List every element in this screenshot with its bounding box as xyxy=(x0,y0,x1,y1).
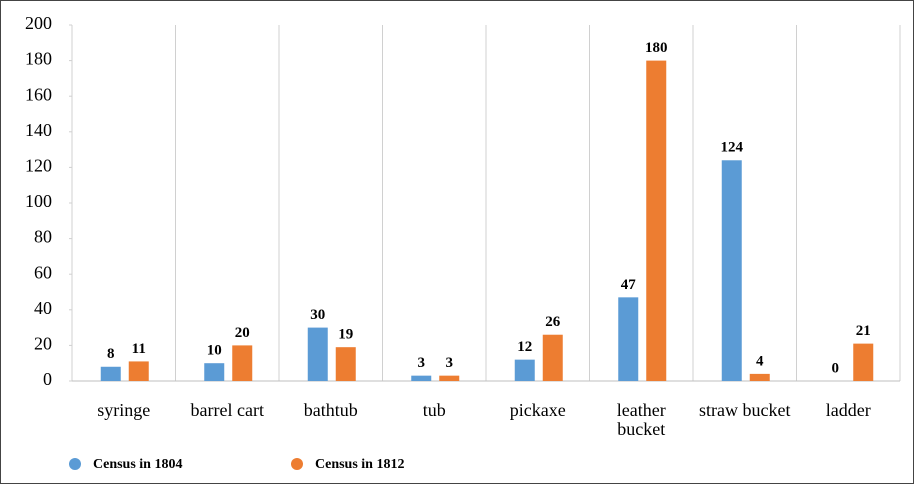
data-label: 21 xyxy=(856,323,871,339)
y-tick-label: 0 xyxy=(43,369,52,389)
data-label: 47 xyxy=(621,277,637,293)
bar xyxy=(100,366,121,381)
bar xyxy=(618,297,639,381)
x-tick-label: syringe xyxy=(97,400,151,420)
data-label: 11 xyxy=(132,341,146,357)
data-label: 10 xyxy=(207,343,222,359)
data-label: 180 xyxy=(645,40,668,56)
bar xyxy=(646,60,667,381)
data-label: 3 xyxy=(446,355,454,371)
data-label: 3 xyxy=(418,355,426,371)
y-tick-label: 60 xyxy=(34,262,52,282)
legend-marker xyxy=(291,458,303,470)
data-label: 26 xyxy=(545,314,561,330)
x-tick-label: leather bucket xyxy=(616,400,666,439)
x-tick-label: straw bucket xyxy=(699,400,791,420)
data-label: 4 xyxy=(756,353,764,369)
data-label: 19 xyxy=(338,327,353,343)
x-tick-label: pickaxe xyxy=(509,400,566,420)
y-tick-label: 180 xyxy=(25,49,52,69)
bar xyxy=(335,347,356,381)
bar xyxy=(204,363,225,381)
x-tick-label: tub xyxy=(422,400,446,420)
bar xyxy=(853,343,874,381)
x-tick-label: ladder xyxy=(825,400,871,420)
y-tick-label: 120 xyxy=(25,156,52,176)
y-tick-label: 100 xyxy=(25,191,52,211)
data-label: 30 xyxy=(310,307,325,323)
bar xyxy=(307,327,328,381)
y-tick-label: 40 xyxy=(34,298,52,318)
y-tick-label: 160 xyxy=(25,84,52,104)
y-tick-label: 200 xyxy=(25,13,52,33)
y-tick-label: 140 xyxy=(25,120,52,140)
bar xyxy=(128,361,149,381)
data-label: 20 xyxy=(235,325,250,341)
bar xyxy=(439,375,460,381)
legend-label: Census in 1812 xyxy=(315,457,404,472)
legend-marker xyxy=(69,458,81,470)
data-label: 8 xyxy=(107,346,115,362)
bar xyxy=(411,375,432,381)
y-tick-label: 80 xyxy=(34,227,52,247)
legend-label: Census in 1804 xyxy=(93,457,182,472)
bar xyxy=(542,334,563,381)
y-tick-label: 20 xyxy=(34,334,52,354)
bar xyxy=(514,359,535,381)
x-tick-label: barrel cart xyxy=(190,400,264,420)
bar xyxy=(232,345,253,381)
x-tick-label: bathtub xyxy=(303,400,358,420)
data-label: 124 xyxy=(721,140,744,156)
data-label: 0 xyxy=(832,360,840,376)
bar xyxy=(749,373,770,381)
data-label: 12 xyxy=(517,339,532,355)
bar xyxy=(721,160,742,381)
